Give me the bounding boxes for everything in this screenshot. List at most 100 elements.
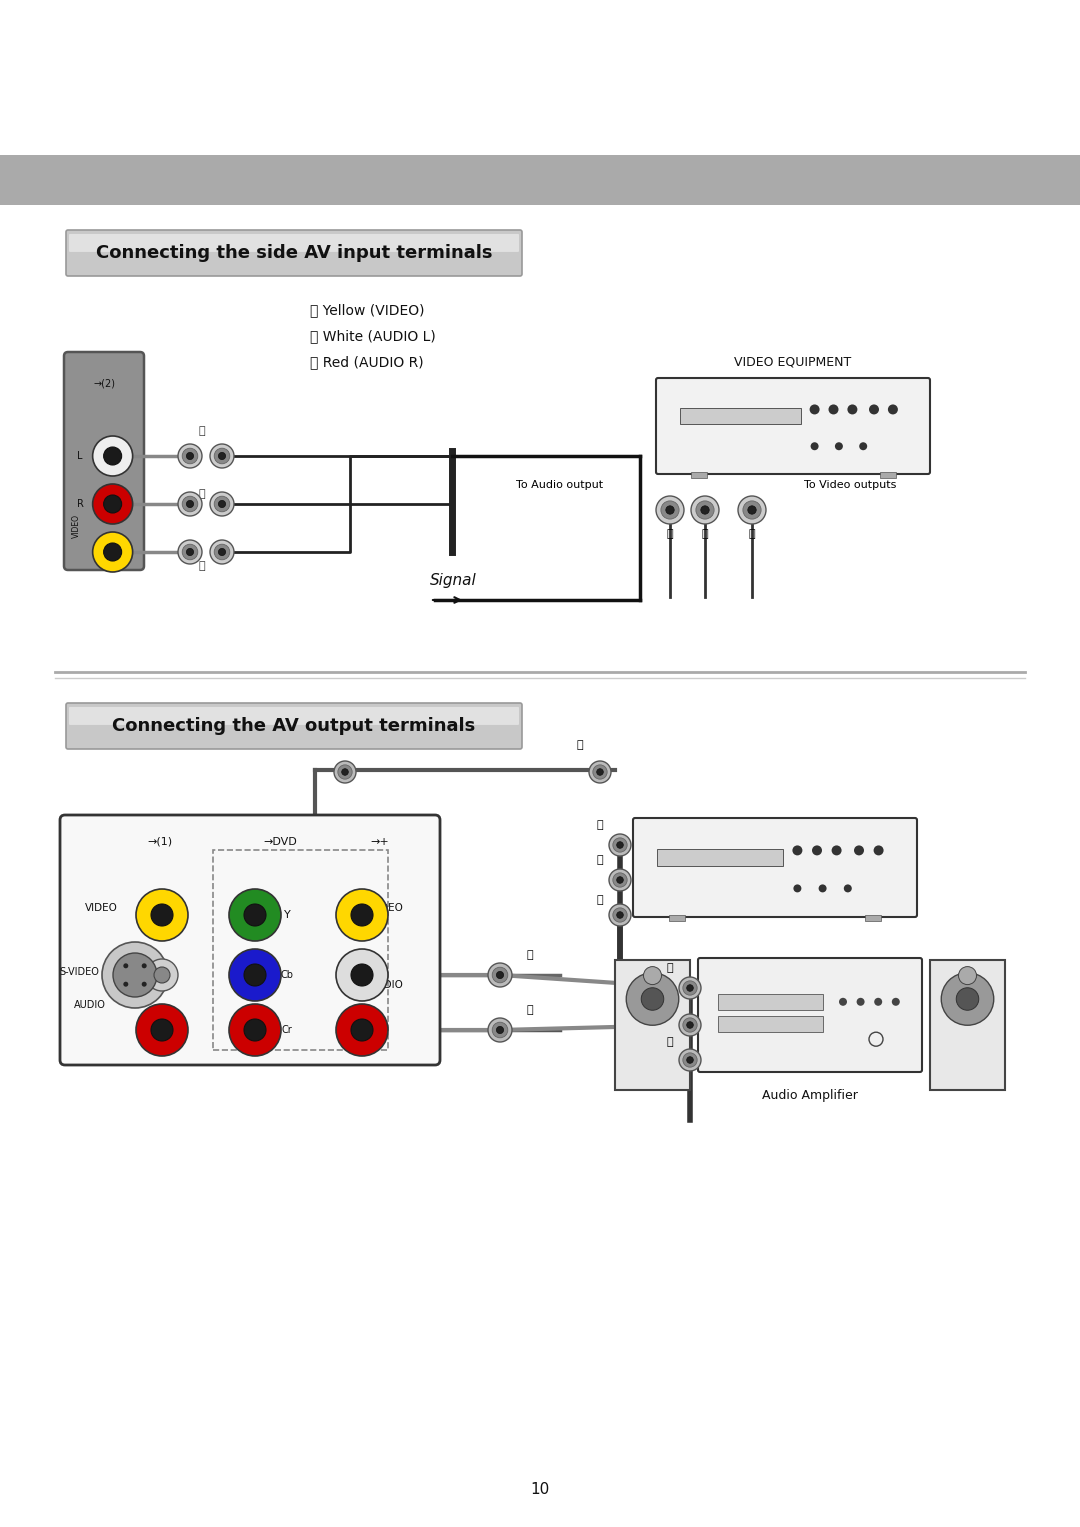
Text: ⓨ Yellow (VIDEO): ⓨ Yellow (VIDEO) (310, 302, 424, 318)
Circle shape (856, 997, 865, 1006)
Circle shape (336, 1003, 388, 1057)
Circle shape (93, 484, 133, 524)
FancyBboxPatch shape (658, 849, 783, 866)
Circle shape (104, 495, 122, 513)
Text: Ⓡ: Ⓡ (702, 528, 708, 539)
Circle shape (687, 1057, 693, 1063)
FancyBboxPatch shape (865, 915, 881, 921)
Circle shape (210, 492, 234, 516)
Text: Ⓦ: Ⓦ (527, 950, 534, 960)
Circle shape (229, 1003, 281, 1057)
Circle shape (341, 768, 348, 776)
Circle shape (229, 948, 281, 1002)
Text: Ⓡ: Ⓡ (666, 1037, 673, 1048)
Circle shape (492, 967, 508, 983)
Circle shape (617, 912, 623, 918)
Text: Ⓦ: Ⓦ (596, 855, 604, 864)
Circle shape (835, 443, 842, 450)
Circle shape (811, 443, 819, 450)
Text: Audio Amplifier: Audio Amplifier (762, 1089, 858, 1101)
Circle shape (683, 1019, 698, 1032)
Circle shape (696, 501, 714, 519)
Circle shape (136, 889, 188, 941)
Circle shape (854, 846, 864, 855)
Text: S-VIDEO: S-VIDEO (59, 967, 99, 977)
Circle shape (178, 541, 202, 563)
Circle shape (874, 997, 882, 1006)
Circle shape (959, 967, 976, 985)
Circle shape (497, 971, 503, 979)
Circle shape (848, 405, 858, 414)
Circle shape (104, 544, 122, 560)
Text: AUDIO: AUDIO (370, 980, 404, 989)
FancyBboxPatch shape (717, 1015, 823, 1032)
Circle shape (656, 496, 684, 524)
Text: VIDEO EQUIPMENT: VIDEO EQUIPMENT (734, 356, 852, 368)
Circle shape (860, 443, 867, 450)
Text: Ⓡ: Ⓡ (199, 489, 205, 499)
Text: →(1): →(1) (148, 837, 173, 847)
Circle shape (141, 982, 147, 986)
Text: Ⓦ: Ⓦ (199, 426, 205, 437)
Circle shape (104, 447, 122, 466)
Circle shape (612, 838, 627, 852)
Circle shape (691, 496, 719, 524)
Circle shape (626, 973, 678, 1025)
Text: Ⓦ: Ⓦ (666, 1000, 673, 1009)
Text: Ⓦ: Ⓦ (666, 528, 673, 539)
Circle shape (218, 548, 226, 556)
Circle shape (874, 846, 883, 855)
Circle shape (679, 1049, 701, 1070)
Circle shape (839, 997, 847, 1006)
Text: VIDEO: VIDEO (71, 515, 81, 538)
Circle shape (338, 765, 352, 779)
Circle shape (810, 405, 820, 414)
Circle shape (210, 541, 234, 563)
FancyBboxPatch shape (669, 915, 685, 921)
Circle shape (488, 964, 512, 986)
Text: To Video outputs: To Video outputs (804, 479, 896, 490)
Circle shape (794, 884, 801, 892)
Circle shape (183, 544, 198, 560)
Text: Connecting the AV output terminals: Connecting the AV output terminals (112, 718, 475, 734)
FancyBboxPatch shape (633, 818, 917, 918)
Circle shape (843, 884, 852, 892)
FancyBboxPatch shape (930, 960, 1005, 1090)
Circle shape (151, 904, 173, 925)
Circle shape (869, 405, 879, 414)
Circle shape (351, 964, 373, 986)
Circle shape (683, 980, 698, 996)
Circle shape (497, 1026, 503, 1034)
Circle shape (687, 1022, 693, 1028)
Text: →(2): →(2) (93, 379, 114, 389)
Circle shape (187, 501, 193, 507)
Bar (0, 156, 1080, 205)
Circle shape (665, 505, 674, 515)
Circle shape (123, 964, 129, 968)
Circle shape (151, 1019, 173, 1041)
Circle shape (214, 496, 230, 512)
Text: Y: Y (284, 910, 291, 919)
Text: ⓨ: ⓨ (748, 528, 755, 539)
Text: 10: 10 (530, 1483, 550, 1498)
Circle shape (612, 873, 627, 887)
Text: →+: →+ (370, 837, 390, 847)
Circle shape (229, 889, 281, 941)
Circle shape (183, 449, 198, 464)
Text: Cb: Cb (281, 970, 294, 980)
Circle shape (136, 1003, 188, 1057)
Circle shape (102, 942, 168, 1008)
Text: Ⓡ: Ⓡ (596, 895, 604, 906)
FancyBboxPatch shape (69, 707, 519, 725)
Circle shape (892, 997, 900, 1006)
Circle shape (589, 760, 611, 783)
Circle shape (351, 1019, 373, 1041)
Circle shape (178, 492, 202, 516)
Text: Signal: Signal (430, 573, 476, 588)
Circle shape (154, 967, 170, 983)
Text: ⓨ: ⓨ (577, 741, 583, 750)
Text: Cr: Cr (282, 1025, 293, 1035)
FancyBboxPatch shape (615, 960, 690, 1090)
Circle shape (488, 1019, 512, 1041)
Circle shape (832, 846, 841, 855)
